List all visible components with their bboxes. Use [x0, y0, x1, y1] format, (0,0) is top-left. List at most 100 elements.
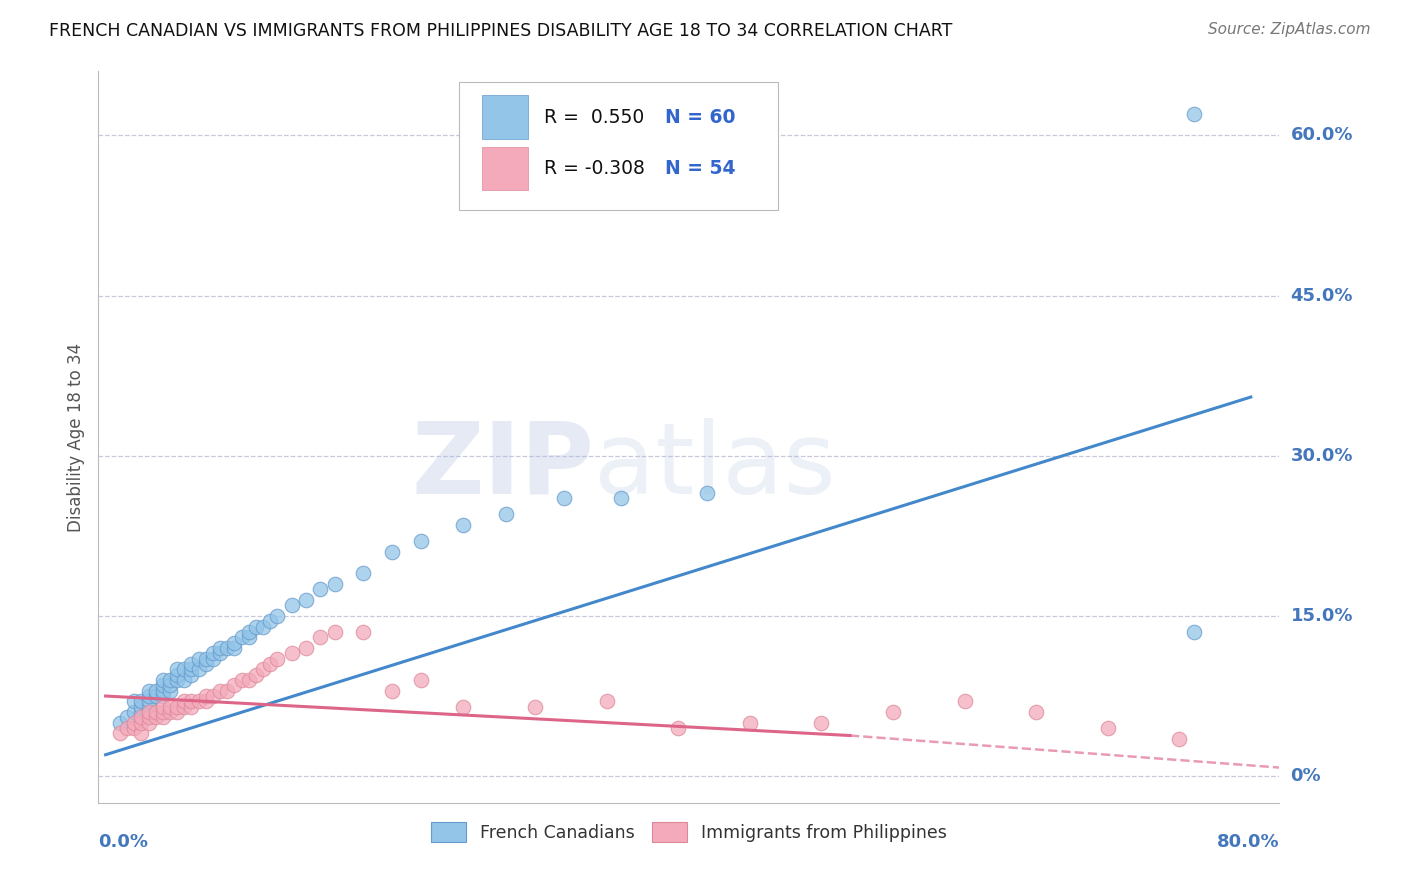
- Point: [245, 667, 267, 681]
- Point: [610, 491, 633, 506]
- Point: [209, 646, 232, 660]
- Point: [495, 508, 517, 522]
- Point: [224, 640, 246, 655]
- Point: [180, 667, 202, 681]
- Point: [738, 715, 761, 730]
- Point: [131, 715, 153, 730]
- Point: [259, 657, 281, 671]
- Point: [231, 673, 253, 687]
- Point: [152, 689, 174, 703]
- Point: [173, 673, 195, 687]
- Point: [217, 640, 239, 655]
- Point: [194, 657, 217, 671]
- Point: [159, 678, 181, 692]
- Point: [696, 486, 718, 500]
- Point: [138, 715, 160, 730]
- Point: [217, 683, 239, 698]
- Point: [115, 721, 138, 735]
- Point: [194, 651, 217, 665]
- Point: [201, 651, 224, 665]
- Point: [145, 705, 167, 719]
- Point: [180, 657, 202, 671]
- Point: [882, 705, 904, 719]
- Point: [238, 630, 260, 644]
- Text: 0%: 0%: [1291, 767, 1322, 785]
- Point: [166, 699, 188, 714]
- Point: [138, 710, 160, 724]
- Point: [187, 662, 209, 676]
- Point: [238, 673, 260, 687]
- Point: [166, 667, 188, 681]
- Y-axis label: Disability Age 18 to 34: Disability Age 18 to 34: [66, 343, 84, 532]
- Text: N = 60: N = 60: [665, 108, 735, 127]
- Point: [122, 705, 145, 719]
- Point: [524, 699, 547, 714]
- Point: [138, 689, 160, 703]
- Text: Source: ZipAtlas.com: Source: ZipAtlas.com: [1208, 22, 1371, 37]
- Point: [187, 651, 209, 665]
- Point: [180, 694, 202, 708]
- Text: atlas: atlas: [595, 417, 837, 515]
- Point: [173, 662, 195, 676]
- Point: [266, 651, 288, 665]
- Point: [108, 715, 131, 730]
- Point: [138, 694, 160, 708]
- Text: FRENCH CANADIAN VS IMMIGRANTS FROM PHILIPPINES DISABILITY AGE 18 TO 34 CORRELATI: FRENCH CANADIAN VS IMMIGRANTS FROM PHILI…: [49, 22, 953, 40]
- Point: [187, 694, 209, 708]
- FancyBboxPatch shape: [458, 82, 778, 211]
- Point: [131, 705, 153, 719]
- Point: [173, 694, 195, 708]
- Legend: French Canadians, Immigrants from Philippines: French Canadians, Immigrants from Philip…: [425, 815, 953, 849]
- Point: [309, 582, 332, 597]
- Point: [280, 599, 302, 613]
- Point: [145, 710, 167, 724]
- Text: 80.0%: 80.0%: [1216, 833, 1279, 851]
- Point: [152, 673, 174, 687]
- Point: [159, 699, 181, 714]
- Point: [553, 491, 575, 506]
- Point: [122, 715, 145, 730]
- Point: [453, 518, 475, 533]
- Point: [131, 710, 153, 724]
- Text: 45.0%: 45.0%: [1291, 286, 1353, 304]
- Point: [252, 619, 274, 633]
- Point: [159, 705, 181, 719]
- Point: [201, 689, 224, 703]
- Point: [323, 577, 346, 591]
- Point: [595, 694, 617, 708]
- Point: [666, 721, 689, 735]
- Point: [409, 673, 432, 687]
- Point: [953, 694, 976, 708]
- Point: [1182, 624, 1205, 639]
- Point: [231, 630, 253, 644]
- Point: [1168, 731, 1191, 746]
- Point: [122, 721, 145, 735]
- Point: [453, 699, 475, 714]
- Text: 0.0%: 0.0%: [98, 833, 149, 851]
- Point: [138, 699, 160, 714]
- Text: 60.0%: 60.0%: [1291, 127, 1353, 145]
- Point: [122, 694, 145, 708]
- Point: [152, 710, 174, 724]
- Point: [201, 646, 224, 660]
- Text: ZIP: ZIP: [412, 417, 595, 515]
- Point: [115, 710, 138, 724]
- Point: [152, 678, 174, 692]
- Point: [224, 635, 246, 649]
- Point: [145, 689, 167, 703]
- Point: [295, 593, 318, 607]
- Point: [131, 694, 153, 708]
- Point: [309, 630, 332, 644]
- Point: [245, 619, 267, 633]
- Point: [259, 614, 281, 628]
- Point: [209, 640, 232, 655]
- Point: [166, 662, 188, 676]
- Point: [180, 662, 202, 676]
- Point: [159, 673, 181, 687]
- Point: [1025, 705, 1047, 719]
- Point: [152, 699, 174, 714]
- Text: 30.0%: 30.0%: [1291, 447, 1353, 465]
- Point: [145, 683, 167, 698]
- FancyBboxPatch shape: [482, 95, 529, 138]
- Point: [152, 705, 174, 719]
